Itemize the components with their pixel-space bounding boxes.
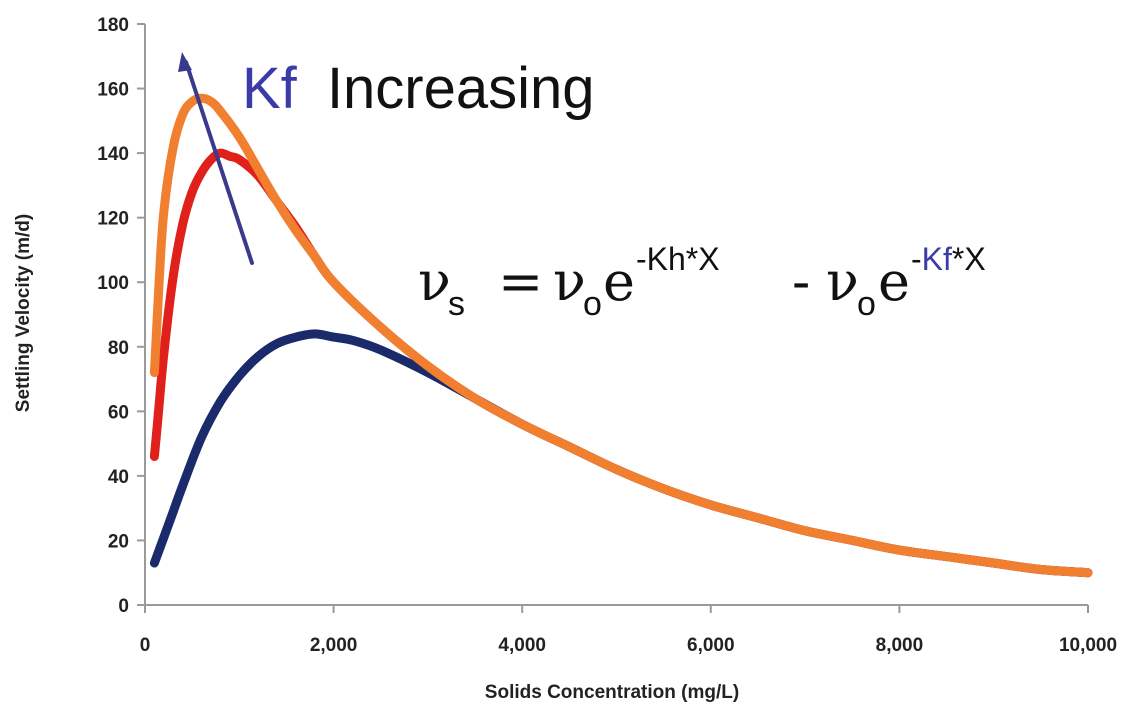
eq-sub-s: s	[448, 285, 465, 323]
eq-sup-2-prefix: -	[911, 241, 922, 277]
series-line-3	[149, 93, 1093, 578]
kf-increasing-arrow	[178, 52, 254, 265]
kf-label: Kf	[242, 56, 298, 121]
eq-equals: =	[498, 250, 543, 313]
eq-e2: e	[878, 250, 910, 313]
y-tick-label: 40	[108, 467, 129, 488]
y-tick-label: 100	[97, 273, 129, 294]
y-tick-label: 0	[118, 596, 129, 617]
y-tick-label: 20	[108, 531, 129, 552]
eq-sup-2-suffix: *X	[952, 241, 986, 277]
axes	[137, 23, 1089, 613]
x-tick-label: 6,000	[687, 635, 735, 656]
eq-sup-2-kf: Kf	[922, 241, 952, 277]
eq-v1: ν	[418, 250, 451, 313]
y-tick-label: 140	[97, 144, 129, 165]
eq-sub-o1: o	[583, 285, 602, 323]
series-line-2	[149, 148, 1093, 578]
eq-minus: -	[792, 250, 810, 313]
eq-e1: e	[603, 250, 635, 313]
y-tick-label: 80	[108, 338, 129, 359]
x-tick-label: 4,000	[498, 635, 546, 656]
eq-sup-2: -Kf*X	[911, 241, 986, 277]
y-axis-title: Settling Velocity (m/d)	[13, 214, 34, 412]
y-tick-label: 180	[97, 15, 129, 36]
y-tick-label: 120	[97, 209, 129, 230]
series-layer	[149, 93, 1093, 578]
settling-equation: ν s = ν o e -Kh*X - ν o e -Kf*X	[418, 241, 986, 323]
kf-increasing-label: Kf Increasing	[242, 56, 595, 121]
eq-sub-o2: o	[857, 285, 876, 323]
x-tick-label: 10,000	[1059, 635, 1117, 656]
eq-v3: ν	[826, 250, 859, 313]
y-tick-label: 160	[97, 80, 129, 101]
series-line-1	[149, 329, 1093, 578]
x-axis-title: Solids Concentration (mg/L)	[485, 682, 739, 703]
eq-sup-1: -Kh*X	[636, 241, 720, 277]
x-tick-label: 8,000	[876, 635, 924, 656]
increasing-label: Increasing	[327, 56, 595, 121]
x-tick-label: 2,000	[310, 635, 358, 656]
x-tick-label: 0	[140, 635, 151, 656]
y-tick-label: 60	[108, 402, 129, 423]
tick-labels: 0 20 40 60 80 100 120 140 160 180 0 2,000 4,000 6,000…	[97, 15, 1117, 656]
eq-v2: ν	[553, 250, 586, 313]
